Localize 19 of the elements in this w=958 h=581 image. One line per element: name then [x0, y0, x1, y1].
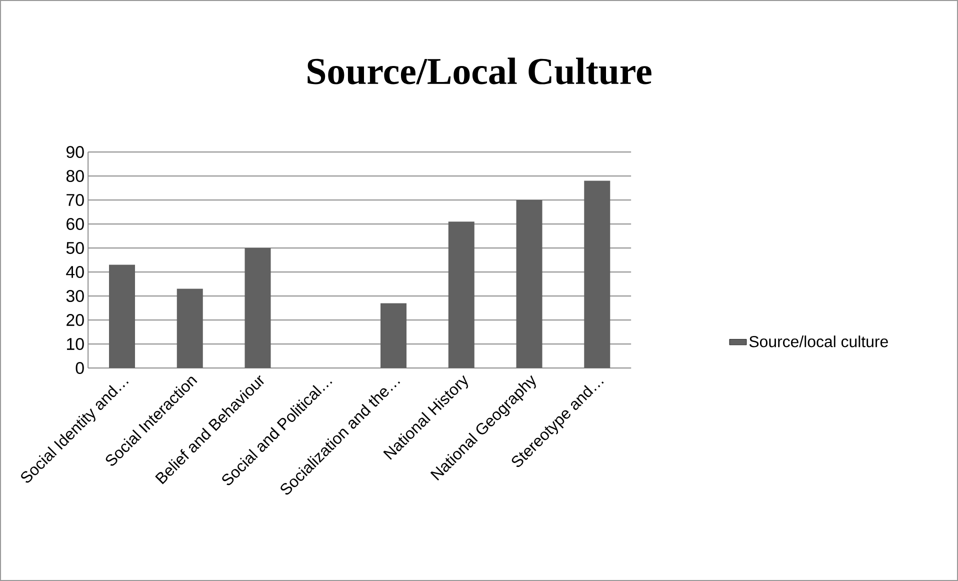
y-tick-label: 30 [66, 290, 84, 302]
y-tick-label: 10 [67, 338, 84, 350]
y-tick-label: 60 [66, 218, 84, 230]
bar [584, 180, 610, 368]
y-tick-label: 90 [66, 146, 84, 158]
y-tick-label: 70 [66, 194, 84, 206]
y-tick-label: 20 [66, 314, 84, 326]
legend-label: Source/local culture [749, 336, 888, 348]
y-tick-label: 50 [66, 242, 84, 254]
bar [109, 264, 136, 368]
bar [448, 222, 474, 368]
y-tick-label: 40 [66, 266, 84, 278]
chart-title: Source/Local Culture [308, 58, 652, 84]
y-tick-label: 0 [76, 362, 84, 374]
bar [244, 248, 271, 368]
bar [516, 200, 542, 368]
bar [380, 303, 407, 368]
y-tick-label: 80 [66, 170, 84, 182]
bar [176, 288, 203, 368]
